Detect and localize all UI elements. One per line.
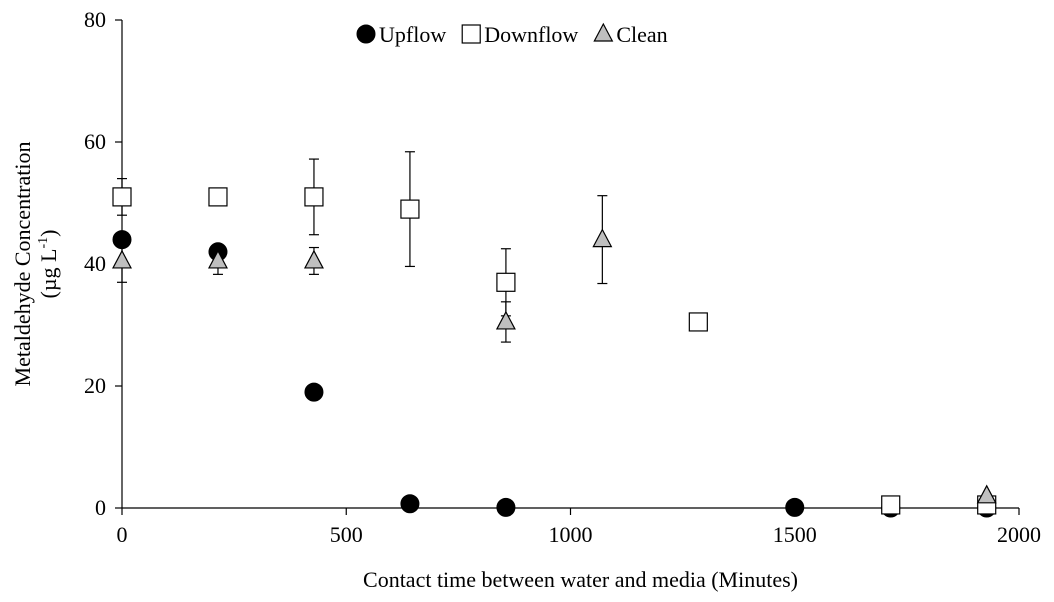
legend-label-downflow: Downflow [484, 22, 578, 47]
downflow-point [304, 187, 324, 207]
y-axis-title-unit-superscript: -1 [36, 237, 51, 249]
y-axis-title: Metaldehyde Concentration (µg L-1) [10, 142, 61, 387]
upflow-point [112, 230, 132, 250]
clean-point [112, 249, 132, 269]
downflow-point [496, 272, 516, 292]
y-axis-title-unit-close: ) [36, 230, 61, 237]
x-tick-label: 500 [330, 522, 363, 547]
upflow-point [496, 497, 516, 517]
error-bars [117, 151, 608, 343]
y-tick-label: 60 [84, 129, 106, 154]
series-downflow [112, 187, 997, 515]
clean-point [303, 249, 324, 269]
legend-label-clean: Clean [616, 22, 667, 47]
y-tick-label: 20 [84, 373, 106, 398]
legend-marker-clean [593, 22, 614, 42]
clean-point [592, 228, 613, 248]
downflow-point [881, 495, 901, 515]
downflow-point [688, 312, 708, 332]
legend-item-downflow: Downflow [461, 22, 578, 47]
data-markers [112, 187, 997, 518]
axis-tick-labels: 0 20 40 60 80 0 500 1000 1500 2000 [84, 7, 1041, 547]
clean-point [976, 484, 997, 504]
upflow-point [785, 497, 805, 517]
y-tick-label: 80 [84, 7, 106, 32]
y-axis-title-line1: Metaldehyde Concentration [10, 142, 35, 387]
downflow-point [112, 187, 132, 207]
upflow-point [304, 382, 324, 402]
x-tick-label: 2000 [997, 522, 1041, 547]
downflow-point [400, 199, 420, 219]
upflow-point [400, 494, 420, 514]
x-axis-title: Contact time between water and media (Mi… [363, 567, 798, 592]
y-tick-label: 0 [95, 495, 106, 520]
clean-point [495, 310, 516, 330]
x-tick-label: 1500 [773, 522, 817, 547]
downflow-point [208, 187, 228, 207]
y-axis-title-line2: (µg L-1) [36, 230, 61, 299]
y-tick-label: 40 [84, 251, 106, 276]
legend-label-upflow: Upflow [379, 22, 446, 47]
legend: Upflow Downflow Clean [356, 22, 668, 47]
axis-ticks [115, 19, 1020, 515]
series-clean [112, 228, 997, 504]
x-tick-label: 0 [117, 522, 128, 547]
legend-item-upflow: Upflow [356, 22, 446, 47]
legend-marker-upflow [356, 24, 376, 44]
legend-marker-downflow [461, 24, 481, 44]
y-axis-title-unit: (µg L [36, 249, 61, 299]
x-tick-label: 1000 [549, 522, 593, 547]
clean-point [207, 249, 228, 269]
series-upflow [112, 230, 997, 518]
legend-item-clean: Clean [593, 22, 668, 47]
